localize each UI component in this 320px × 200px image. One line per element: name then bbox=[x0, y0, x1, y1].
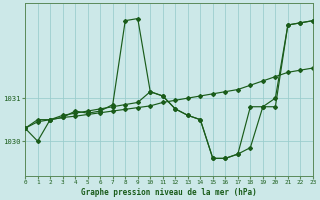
X-axis label: Graphe pression niveau de la mer (hPa): Graphe pression niveau de la mer (hPa) bbox=[81, 188, 257, 197]
